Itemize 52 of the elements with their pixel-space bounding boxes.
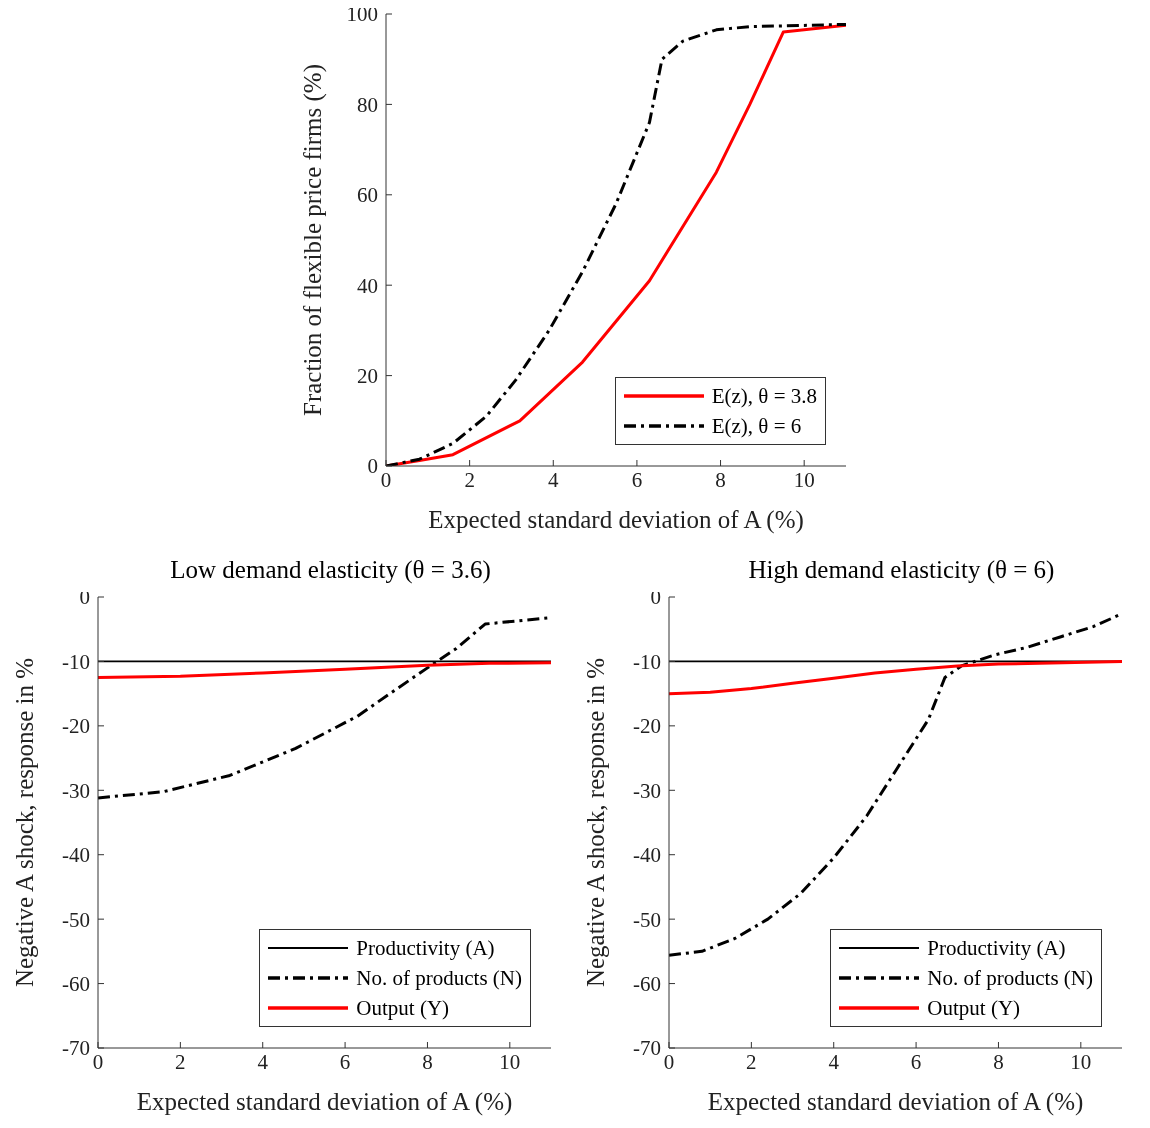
- x-axis-title: Expected standard deviation of A (%): [428, 506, 804, 534]
- y-tick-label: 40: [357, 273, 378, 298]
- legend-label: Productivity (A): [927, 935, 1066, 961]
- y-tick-label: -70: [62, 1036, 90, 1061]
- y-tick-label: -50: [633, 907, 661, 932]
- x-tick-label: 4: [548, 467, 560, 492]
- y-tick-label: -70: [633, 1036, 661, 1061]
- y-tick-label: 60: [357, 183, 378, 208]
- x-tick-label: 2: [175, 1049, 186, 1074]
- x-tick-label: 4: [257, 1049, 269, 1074]
- legend-label: Productivity (A): [356, 935, 495, 961]
- x-tick-label: 8: [715, 467, 726, 492]
- y-tick-label: 80: [357, 92, 378, 117]
- legend-label: E(z), θ = 3.8: [711, 383, 817, 409]
- x-axis-title: Expected standard deviation of A (%): [707, 1088, 1084, 1116]
- x-tick-label: 6: [631, 467, 643, 492]
- y-axis-title: Negative A shock, response in %: [10, 657, 38, 988]
- line-series: [98, 661, 551, 680]
- x-tick-label: 8: [993, 1049, 1004, 1074]
- x-tick-label: 6: [910, 1049, 922, 1074]
- y-tick-label: -60: [62, 972, 90, 997]
- x-tick-label: 10: [499, 1049, 521, 1074]
- line-series: [669, 659, 1122, 696]
- x-tick-label: 10: [793, 467, 815, 492]
- legend-label: Output (Y): [356, 995, 450, 1021]
- y-tick-label: -40: [633, 843, 661, 868]
- legend-label: No. of products (N): [927, 965, 1093, 991]
- chart-title: Low demand elasticity (θ = 3.6): [170, 556, 491, 583]
- y-tick-label: -40: [62, 843, 90, 868]
- legend-label: No. of products (N): [356, 965, 522, 991]
- x-tick-label: 2: [464, 467, 475, 492]
- x-tick-label: 10: [1070, 1049, 1092, 1074]
- y-tick-label: -10: [62, 649, 90, 674]
- y-tick-label: -30: [633, 778, 661, 803]
- y-tick-label: -30: [62, 778, 90, 803]
- chart-title: High demand elasticity (θ = 6): [748, 556, 1055, 583]
- y-tick-label: -20: [62, 714, 90, 739]
- y-axis-title: Fraction of flexible price firms (%): [298, 64, 327, 416]
- y-tick-label: -60: [633, 972, 661, 997]
- legend-label: E(z), θ = 6: [711, 413, 802, 439]
- y-tick-label: 100: [346, 2, 378, 27]
- x-axis-title: Expected standard deviation of A (%): [136, 1088, 513, 1116]
- x-tick-label: 6: [339, 1049, 351, 1074]
- x-tick-label: 8: [422, 1049, 433, 1074]
- y-tick-label: -20: [633, 714, 661, 739]
- y-tick-label: -50: [62, 907, 90, 932]
- x-tick-label: 4: [828, 1049, 840, 1074]
- y-tick-label: 20: [357, 364, 378, 389]
- y-axis-title: Negative A shock, response in %: [581, 657, 609, 988]
- y-tick-label: -10: [633, 649, 661, 674]
- legend-label: Output (Y): [927, 995, 1021, 1021]
- x-tick-label: 2: [746, 1049, 757, 1074]
